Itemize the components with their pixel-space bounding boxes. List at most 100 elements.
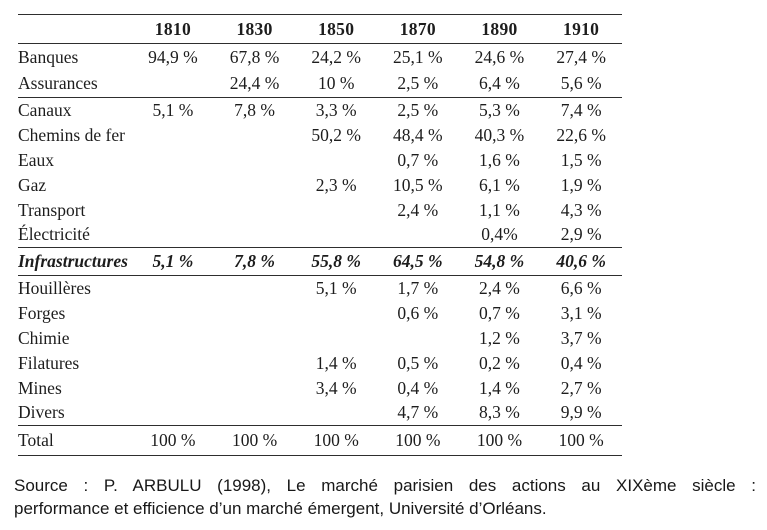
value-cell: 2,9 % (560, 224, 602, 245)
value-cell: 0,7 % (479, 302, 520, 323)
row-label: Chemins de fer (18, 124, 125, 145)
table-row: Chemins de fer 50,2 % 48,4 % 40,3 % 22,6 % (18, 123, 622, 148)
row-label: Eaux (18, 149, 54, 170)
value-cell (214, 401, 296, 426)
table-row: Transport 2,4 % 1,1 % 4,3 % (18, 198, 622, 223)
value-cell: 24,2 % (311, 46, 361, 67)
value-cell: 1,4 % (315, 352, 357, 373)
row-label: Mines (18, 377, 62, 398)
row-label: Total (18, 430, 54, 450)
value-cell: 1,2 % (479, 327, 520, 348)
table-row: Assurances 24,4 % 10 % 2,5 % 6,4 % 5,6 % (18, 71, 622, 98)
value-cell (295, 301, 377, 326)
value-cell: 100 % (150, 430, 196, 450)
sector-shares-table-container: 1810 1830 1850 1870 1890 1910 Banques 94,… (18, 14, 622, 456)
value-cell: 2,7 % (560, 377, 602, 398)
value-cell: 1,4 % (479, 377, 520, 398)
column-header-1910: 1910 (563, 18, 600, 39)
value-cell (132, 148, 214, 173)
table-row: Chimie 1,2 % 3,7 % (18, 326, 622, 351)
value-cell (377, 326, 459, 351)
value-cell: 100 % (313, 430, 359, 450)
value-cell: 3,3 % (315, 99, 357, 120)
header-row: 1810 1830 1850 1870 1890 1910 (18, 15, 622, 44)
column-header-1830: 1830 (236, 18, 273, 39)
value-cell: 10,5 % (393, 174, 443, 195)
value-cell (132, 223, 214, 248)
sector-shares-table: 1810 1830 1850 1870 1890 1910 Banques 94,… (18, 14, 622, 456)
value-cell: 7,4 % (560, 99, 602, 120)
value-cell: 1,1 % (479, 199, 520, 220)
value-cell (295, 148, 377, 173)
value-cell (214, 198, 296, 223)
value-cell: 10 % (317, 73, 355, 94)
source-citation-line-1: Source : P. ARBULU (1998), Le marché par… (14, 476, 756, 495)
value-cell (132, 276, 214, 301)
value-cell: 2,4 % (479, 277, 520, 298)
section-industry: Houillères 5,1 % 1,7 % 2,4 % 6,6 % Forges 0,6 … (18, 276, 622, 426)
value-cell: 100 % (558, 430, 604, 450)
source-citation-line-2: performance et efficience d’un marché ém… (14, 499, 547, 518)
table-row: Filatures 1,4 % 0,5 % 0,2 % 0,4 % (18, 351, 622, 376)
value-cell: 1,9 % (560, 174, 602, 195)
value-cell (214, 301, 296, 326)
value-cell: 0,4% (481, 224, 518, 245)
section-summary: Infrastructures 5,1 % 7,8 % 55,8 % 64,5 % 54,… (18, 248, 622, 276)
table-row: Canaux 5,1 % 7,8 % 3,3 % 2,5 % 5,3 % 7,4 % (18, 98, 622, 123)
value-cell: 3,1 % (560, 302, 602, 323)
value-cell: 4,7 % (397, 402, 439, 423)
table-row: Forges 0,6 % 0,7 % 3,1 % (18, 301, 622, 326)
value-cell: 5,6 % (560, 73, 602, 94)
row-label: Banques (18, 46, 79, 67)
value-cell (214, 276, 296, 301)
value-cell: 2,4 % (397, 199, 439, 220)
value-cell (132, 173, 214, 198)
value-cell (132, 301, 214, 326)
table-row: Mines 3,4 % 0,4 % 1,4 % 2,7 % (18, 376, 622, 401)
row-label: Électricité (18, 224, 90, 245)
column-header-1890: 1890 (481, 18, 518, 39)
value-cell: 100 % (395, 430, 441, 450)
value-cell (214, 173, 296, 198)
value-cell: 48,4 % (393, 124, 443, 145)
value-cell: 9,9 % (560, 402, 602, 423)
value-cell: 40,6 % (556, 251, 606, 271)
value-cell (377, 223, 459, 248)
value-cell: 0,2 % (479, 352, 520, 373)
value-cell (295, 223, 377, 248)
row-label: Assurances (18, 73, 98, 94)
table-row: Infrastructures 5,1 % 7,8 % 55,8 % 64,5 % 54,… (18, 248, 622, 276)
table-row: Banques 94,9 % 67,8 % 24,2 % 25,1 % 24,6 % 27,… (18, 44, 622, 71)
value-cell: 67,8 % (229, 46, 280, 67)
table-row: Total 100 % 100 % 100 % 100 % 100 % 100 % (18, 426, 622, 456)
value-cell: 50,2 % (311, 124, 361, 145)
value-cell (214, 351, 296, 376)
value-cell: 55,8 % (311, 251, 361, 271)
value-cell: 1,5 % (560, 149, 602, 170)
value-cell: 7,8 % (234, 251, 275, 271)
value-cell (295, 198, 377, 223)
table-row: Eaux 0,7 % 1,6 % 1,5 % (18, 148, 622, 173)
value-cell (214, 148, 296, 173)
value-cell: 24,6 % (474, 46, 525, 67)
value-cell: 5,3 % (479, 99, 520, 120)
column-header-1870: 1870 (399, 18, 436, 39)
column-header-1810: 1810 (154, 18, 191, 39)
section-infra: Canaux 5,1 % 7,8 % 3,3 % 2,5 % 5,3 % 7,4 % Chem… (18, 98, 622, 248)
row-label: Gaz (18, 174, 47, 195)
value-cell (132, 198, 214, 223)
value-cell (132, 351, 214, 376)
table-row: Électricité 0,4% 2,9 % (18, 223, 622, 248)
value-cell (214, 326, 296, 351)
value-cell (214, 376, 296, 401)
value-cell: 100 % (231, 430, 278, 450)
value-cell: 0,5 % (397, 352, 439, 373)
section-total: Total 100 % 100 % 100 % 100 % 100 % 100 % (18, 426, 622, 456)
value-cell (132, 401, 214, 426)
section-financial: Banques 94,9 % 67,8 % 24,2 % 25,1 % 24,6 % 27,… (18, 44, 622, 98)
row-label: Infrastructures (18, 251, 128, 271)
value-cell: 0,6 % (397, 302, 439, 323)
row-label: Forges (18, 302, 66, 323)
value-cell: 7,8 % (234, 99, 275, 120)
value-cell: 5,1 % (152, 251, 194, 271)
